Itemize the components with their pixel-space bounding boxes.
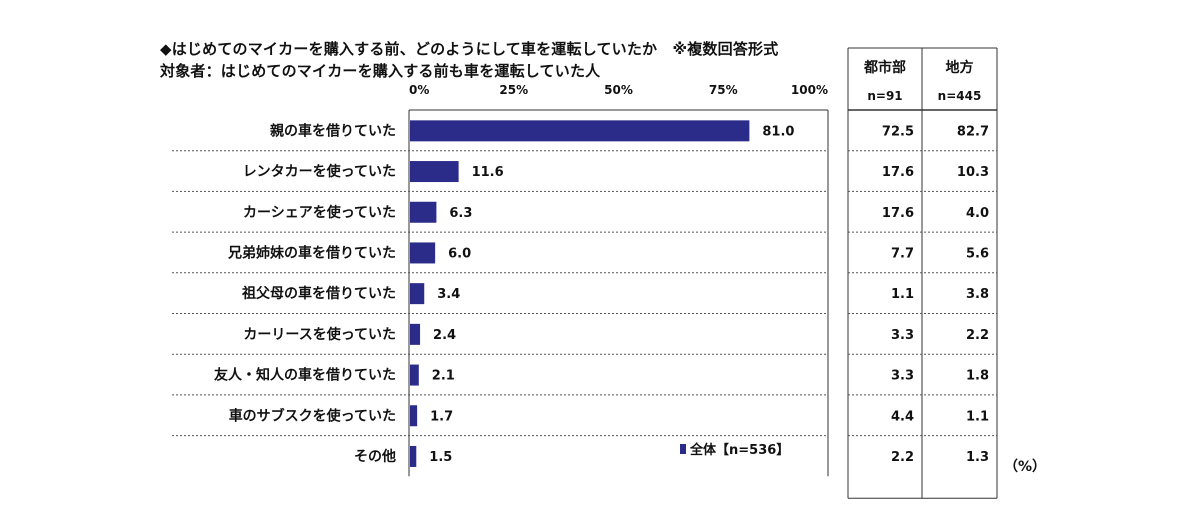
table-cell: 3.3 (891, 369, 914, 384)
category-label: 車のサブスクを使っていた (229, 407, 396, 424)
data-label: 6.0 (448, 246, 471, 261)
x-tick-label: 75% (709, 83, 738, 97)
table-column-header: 都市部 (863, 59, 906, 76)
table-cell: 3.8 (966, 287, 989, 302)
category-label: その他 (354, 448, 396, 465)
table-column-n: n=91 (867, 89, 902, 103)
table-cell: 5.6 (966, 246, 989, 261)
bar (410, 405, 418, 427)
data-label: 6.3 (449, 206, 472, 221)
table-cell: 10.3 (957, 165, 989, 180)
data-label: 1.5 (429, 450, 452, 465)
category-label: 兄弟姉妹の車を借りていた (227, 244, 396, 261)
table-cell: 2.2 (966, 328, 989, 343)
x-tick-label: 50% (604, 83, 633, 97)
data-label: 2.4 (433, 328, 456, 343)
table-cell: 4.0 (966, 206, 989, 221)
data-label: 3.4 (437, 287, 460, 302)
bar (410, 283, 425, 305)
category-label: カーリースを使っていた (243, 326, 396, 343)
table-cell: 1.3 (966, 450, 989, 465)
table-cell: 17.6 (882, 165, 914, 180)
table-cell: 1.8 (966, 369, 989, 384)
bar (410, 323, 421, 345)
chart-title-line1: ◆はじめてのマイカーを購入する前、どのようにして車を運転していたか ※複数回答形… (160, 40, 779, 58)
table-column-n: n=445 (938, 89, 982, 103)
chart-subtitle-respondents: 対象者：はじめてのマイカーを購入する前も車を運転していた人 (160, 62, 601, 80)
table-cell: 1.1 (966, 409, 989, 424)
bar (410, 364, 419, 386)
table-cell: 4.4 (891, 409, 914, 424)
legend-swatch (680, 444, 686, 454)
bar (410, 120, 750, 142)
table-cell: 82.7 (957, 124, 989, 139)
x-tick-label: 100% (791, 83, 828, 97)
table-cell: 1.1 (891, 287, 914, 302)
data-label: 1.7 (430, 409, 453, 424)
unit-label: （%） (1004, 459, 1047, 475)
x-tick-label: 25% (499, 83, 528, 97)
table-cell: 72.5 (882, 124, 914, 139)
legend-label: 全体【n=536】 (689, 442, 789, 458)
bar (410, 161, 459, 183)
table-cell: 3.3 (891, 328, 914, 343)
category-label: カーシェアを使っていた (243, 204, 396, 221)
data-label: 11.6 (472, 165, 504, 180)
data-label: 81.0 (762, 124, 794, 139)
data-label: 2.1 (432, 369, 455, 384)
category-label: 親の車を借りていた (270, 122, 396, 139)
category-label: 友人・知人の車を借りていた (214, 367, 396, 384)
category-label: レンタカーを使っていた (243, 163, 396, 180)
table-column-header: 地方 (946, 59, 974, 76)
table-cell: 17.6 (882, 206, 914, 221)
bar (410, 242, 436, 264)
bar (410, 201, 437, 223)
bar (410, 445, 417, 467)
table-cell: 2.2 (891, 450, 914, 465)
x-tick-label: 0% (409, 83, 429, 97)
category-label: 祖父母の車を借りていた (241, 285, 396, 302)
table-cell: 7.7 (891, 246, 914, 261)
